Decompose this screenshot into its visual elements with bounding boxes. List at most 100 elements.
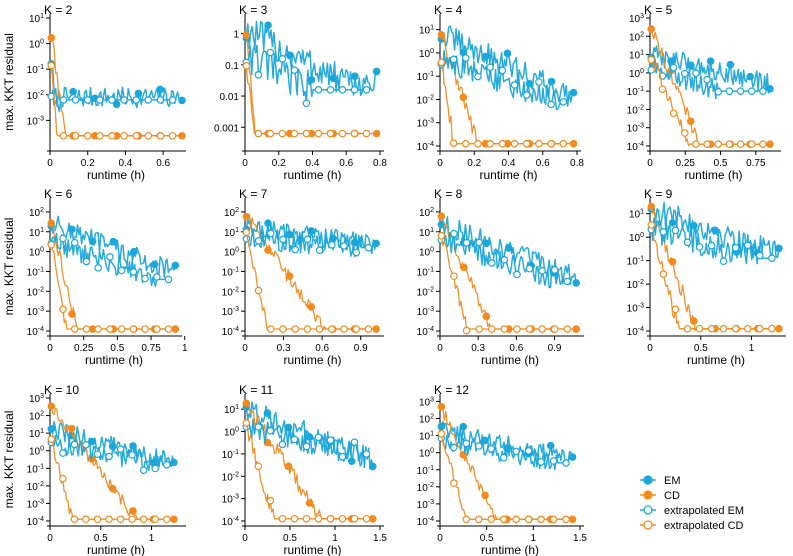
data-point-extrapolated-em	[338, 86, 347, 94]
x-tick-label: 0.25	[676, 158, 696, 169]
data-point-extrapolated-em	[132, 96, 140, 104]
y-tick-label: 10-2	[27, 481, 44, 493]
x-tick-label: 0.5	[480, 533, 494, 544]
data-point-em	[68, 225, 76, 234]
data-point-cd	[647, 202, 656, 211]
data-point-cd	[242, 212, 251, 221]
data-point-extrapolated-em	[474, 442, 483, 450]
data-point-extrapolated-cd	[449, 139, 458, 148]
x-tick-label: 0.2	[272, 158, 286, 169]
series-line-extrapolated-em	[245, 229, 369, 258]
data-point-extrapolated-em	[537, 458, 545, 466]
data-point-extrapolated-em	[547, 100, 555, 109]
x-tick-label: 0.2	[81, 158, 95, 169]
data-point-extrapolated-cd	[437, 429, 446, 438]
data-point-extrapolated-em	[755, 251, 764, 260]
data-point-extrapolated-em	[153, 273, 161, 281]
data-point-em	[711, 226, 719, 235]
y-axis-label: max. KKT residual	[2, 33, 16, 131]
y-tick-label: 10-2	[222, 471, 239, 483]
x-tick-label: 0	[242, 343, 248, 354]
data-point-extrapolated-cd	[522, 139, 531, 148]
series-line-extrapolated-cd	[650, 222, 772, 330]
y-axis-label: max. KKT residual	[2, 411, 16, 509]
data-point-em	[264, 219, 272, 228]
data-point-extrapolated-em	[340, 242, 348, 250]
x-tick-label: 0.6	[156, 158, 170, 169]
x-tick-label: 0.4	[306, 158, 320, 169]
panel-k8: K = 8 0 0.3 0.6 0.9 runtime (h) 10-4 10-3 10-2 10…	[417, 187, 584, 367]
data-point-extrapolated-cd	[725, 140, 734, 148]
data-point-em	[372, 67, 381, 76]
data-point-extrapolated-em	[59, 96, 68, 104]
x-axis-label: runtime (h)	[479, 168, 537, 182]
panel-title: K = 12	[434, 383, 469, 397]
data-point-cd	[481, 491, 489, 500]
data-point-extrapolated-cd	[538, 325, 546, 333]
data-point-extrapolated-em	[105, 452, 113, 461]
data-point-extrapolated-em	[338, 452, 347, 461]
data-point-extrapolated-em	[695, 243, 704, 251]
data-point-extrapolated-em	[350, 86, 359, 94]
data-point-em	[264, 21, 272, 30]
y-tick-label: 10-3	[627, 303, 644, 315]
data-point-extrapolated-cd	[559, 139, 568, 148]
data-point-cd	[569, 139, 578, 148]
data-point-extrapolated-em	[450, 229, 458, 238]
data-point-em	[134, 89, 143, 98]
y-tick-label: 10-4	[627, 326, 644, 338]
data-point-extrapolated-cd	[326, 129, 335, 138]
data-point-extrapolated-cd	[266, 496, 275, 505]
data-point-extrapolated-em	[96, 96, 104, 104]
data-point-cd	[459, 93, 468, 102]
data-point-extrapolated-cd	[759, 140, 767, 148]
data-point-em	[69, 87, 77, 96]
x-axis-label: runtime (h)	[687, 353, 745, 367]
x-tick-label: 0.3	[277, 343, 291, 354]
data-point-extrapolated-em	[144, 96, 153, 104]
legend: EM CD extrapolated EM extrapolated CD	[640, 475, 744, 532]
data-point-extrapolated-cd	[70, 325, 79, 333]
y-tick-label: 101	[29, 13, 44, 25]
x-tick-label: 0	[437, 343, 443, 354]
x-tick-label: 1	[149, 533, 155, 544]
data-point-em	[368, 462, 377, 471]
data-point-extrapolated-cd	[93, 515, 102, 524]
data-point-em	[726, 60, 735, 69]
data-point-extrapolated-cd	[139, 515, 148, 524]
x-tick-label: 1.5	[573, 533, 587, 544]
x-axis-label: runtime (h)	[283, 543, 341, 556]
data-point-extrapolated-cd	[82, 515, 90, 524]
data-point-extrapolated-em	[162, 460, 171, 469]
data-point-extrapolated-em	[747, 87, 756, 95]
data-point-extrapolated-em	[303, 235, 312, 244]
data-point-extrapolated-cd	[254, 286, 263, 295]
data-point-extrapolated-em	[120, 96, 128, 104]
data-point-extrapolated-em	[714, 88, 723, 96]
data-point-extrapolated-cd	[669, 109, 678, 117]
data-point-extrapolated-em	[759, 87, 767, 95]
data-point-extrapolated-em	[279, 235, 287, 244]
x-tick-label: 0.8	[373, 158, 387, 169]
data-point-extrapolated-cd	[338, 129, 347, 138]
y-tick-label: 100	[419, 247, 434, 259]
data-point-extrapolated-cd	[362, 514, 371, 523]
data-point-extrapolated-cd	[315, 325, 324, 333]
data-point-extrapolated-cd	[340, 325, 348, 333]
data-point-extrapolated-cd	[279, 325, 287, 333]
data-point-extrapolated-cd	[707, 324, 716, 333]
data-point-extrapolated-em	[254, 71, 263, 79]
panel-title: K = 5	[644, 3, 673, 17]
legend-label: extrapolated EM	[664, 505, 744, 517]
y-tick-label: 10-2	[222, 286, 239, 298]
data-point-extrapolated-cd	[117, 325, 126, 333]
data-point-extrapolated-cd	[362, 129, 371, 138]
data-point-em	[109, 237, 118, 246]
data-point-em	[775, 244, 783, 253]
y-tick-label: 10-1	[417, 465, 434, 477]
panel-title: K = 6	[44, 187, 73, 201]
data-point-extrapolated-em	[326, 86, 335, 94]
data-point-extrapolated-cd	[128, 515, 136, 524]
data-point-extrapolated-cd	[328, 325, 336, 333]
